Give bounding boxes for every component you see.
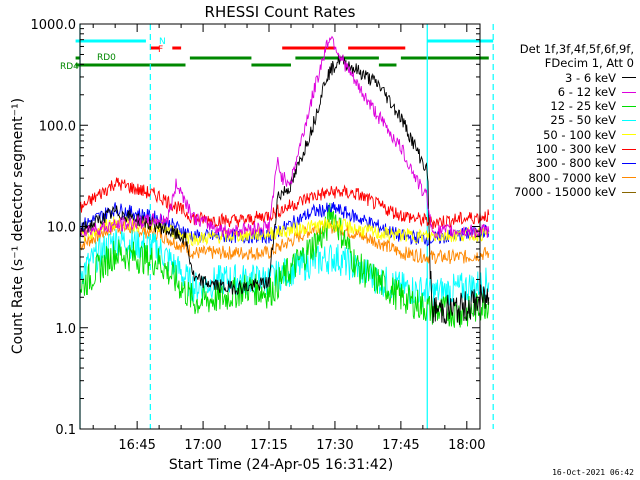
flag-label-rd4: RD4 [60,62,79,72]
legend-entry: 3 - 6 keV [478,71,638,85]
legend-swatch [622,77,636,79]
series-lines [79,35,490,328]
legend-entry-label: 7000 - 15000 keV [513,184,616,199]
legend-entry: 50 - 100 keV [478,128,638,142]
legend-header-detectors: Det 1f,3f,4f,5f,6f,9f, [519,42,634,56]
legend-swatch [622,120,636,122]
y-tick-label: 100.0 [39,119,76,134]
series-line-12to25keV [79,202,490,328]
series-line-25to50keV [79,227,490,309]
y-tick-label: 10.0 [47,221,76,236]
series-line-300to800keV [79,201,490,247]
legend-entry-label: 3 - 6 keV [565,70,616,85]
legend-entry-label: 12 - 25 keV [550,99,616,114]
legend-swatch [622,177,636,179]
x-tick-label: 16:45 [118,438,155,453]
chart-title: RHESSI Count Rates [205,3,356,21]
legend-entry-label: 800 - 7000 keV [528,170,616,185]
x-tick-label: 17:00 [184,438,221,453]
x-tick-label: 17:15 [250,438,287,453]
x-axis-label: Start Time (24-Apr-05 16:31:42) [169,457,393,473]
legend-entry: 12 - 25 keV [478,99,638,113]
flag-bars: NF RD0 RD4 [60,37,494,72]
x-tick-label: 17:30 [316,438,353,453]
y-tick-label: 0.1 [55,423,76,438]
series-line-3to6keV [79,53,490,325]
legend-entry: 25 - 50 keV [478,113,638,127]
legend: Det 1f,3f,4f,5f,6f,9f, FDecim 1, Att 0 3… [478,42,638,199]
y-tick-label: 1.0 [55,322,76,337]
flag-label-rd0: RD0 [97,53,116,63]
legend-entry-label: 50 - 100 keV [543,127,616,142]
legend-entry: 100 - 300 keV [478,142,638,156]
flag-label-f: F [158,45,163,55]
y-axis-label: Count Rate (s⁻¹ detector segment⁻¹) [10,98,26,354]
legend-entry-label: 25 - 50 keV [550,113,616,128]
legend-swatch [622,148,636,150]
legend-entry-label: 6 - 12 keV [557,84,616,99]
legend-entry: 7000 - 15000 keV [478,185,638,199]
series-line-6to12keV [79,35,490,239]
series-line-50to100keV [79,216,490,247]
legend-swatch [622,134,636,136]
flag-label-n: N [159,37,166,47]
x-tick-label: 18:00 [448,438,485,453]
legend-entry: 800 - 7000 keV [478,171,638,185]
y-tick-label: 1000.0 [31,18,77,33]
legend-entry: 6 - 12 keV [478,85,638,99]
legend-entry-label: 300 - 800 keV [535,156,616,171]
x-tick-label: 17:45 [382,438,419,453]
legend-swatch [622,191,636,193]
footer-timestamp: 16-Oct-2021 06:42 [552,468,634,477]
series-line-800to7000keV [79,218,490,265]
series-line-100to300keV [79,177,490,229]
legend-entry-label: 100 - 300 keV [535,142,616,157]
legend-entries: 3 - 6 keV 6 - 12 keV 12 - 25 keV 25 - 50 ke… [478,71,638,200]
legend-entry: 300 - 800 keV [478,156,638,170]
legend-swatch [622,105,636,107]
legend-swatch [622,91,636,93]
legend-swatch [622,163,636,165]
axes: 0.1 1.0 10.0 100.0 1000.0 16:45 17:00 17:15 17:3… [31,18,486,453]
legend-header-decimation: FDecim 1, Att 0 [544,56,634,71]
